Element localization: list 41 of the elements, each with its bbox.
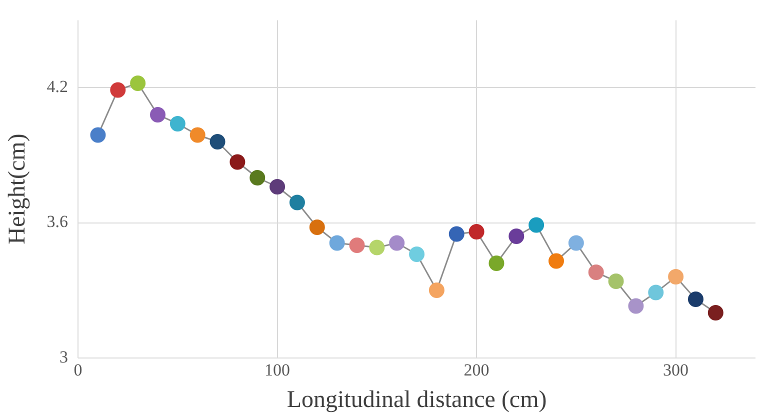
- point: [409, 246, 425, 262]
- point: [528, 217, 544, 233]
- point: [250, 170, 266, 186]
- point: [90, 127, 106, 143]
- point: [309, 220, 325, 236]
- x-tick-label: 300: [663, 360, 689, 380]
- point: [588, 264, 604, 280]
- x-tick-label: 100: [264, 360, 290, 380]
- point: [130, 75, 146, 91]
- point: [150, 106, 166, 122]
- point: [210, 134, 226, 150]
- point: [329, 235, 345, 251]
- x-tick-label: 200: [464, 360, 490, 380]
- point: [708, 305, 724, 321]
- point: [488, 256, 504, 272]
- point: [270, 179, 286, 194]
- point: [668, 269, 684, 285]
- point: [688, 292, 704, 308]
- point: [428, 282, 444, 298]
- y-axis-title: Height(cm): [4, 134, 31, 244]
- point: [230, 154, 246, 170]
- point: [648, 284, 664, 300]
- point: [448, 226, 464, 242]
- point: [628, 298, 644, 314]
- point: [170, 116, 186, 132]
- x-tick-label: 0: [74, 360, 82, 380]
- point: [190, 127, 206, 143]
- x-axis-title: Longitudinal distance (cm): [286, 386, 547, 413]
- y-tick-label: 4.2: [46, 77, 68, 96]
- point: [389, 235, 405, 251]
- point: [349, 238, 365, 254]
- point: [369, 240, 385, 256]
- point: [110, 82, 126, 98]
- point: [289, 194, 305, 210]
- point: [548, 253, 564, 269]
- point: [568, 235, 584, 251]
- point: [508, 228, 524, 244]
- y-tick-label: 3.6: [46, 212, 68, 232]
- y-tick-label: 3: [60, 347, 68, 366]
- point: [468, 224, 484, 240]
- point: [608, 274, 624, 290]
